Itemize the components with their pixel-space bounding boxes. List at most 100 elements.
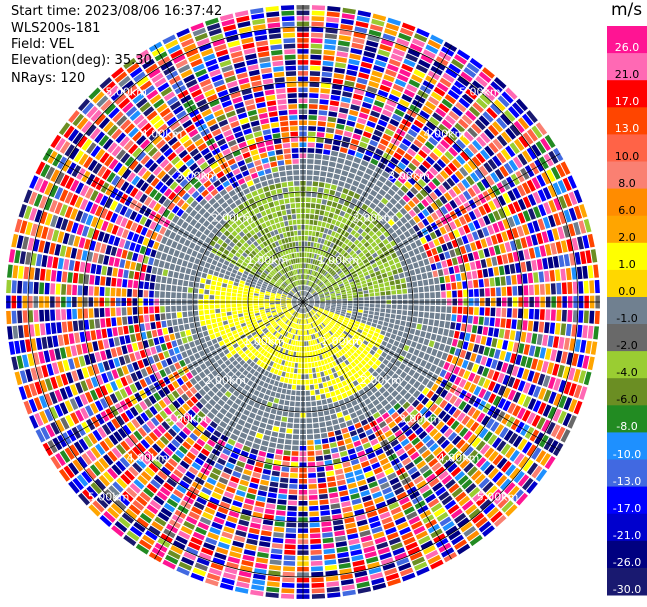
velocity-bin — [57, 334, 64, 347]
velocity-bin — [366, 207, 373, 214]
velocity-bin — [337, 157, 345, 164]
velocity-bin — [361, 495, 372, 503]
velocity-bin — [313, 307, 318, 310]
velocity-bin — [156, 491, 168, 501]
velocity-bin — [310, 395, 316, 401]
velocity-bin — [418, 149, 428, 159]
velocity-bin — [359, 141, 368, 149]
velocity-bin — [539, 347, 547, 359]
velocity-bin — [444, 275, 451, 283]
velocity-bin — [155, 313, 161, 321]
velocity-bin — [422, 489, 433, 499]
velocity-bin — [240, 450, 249, 458]
velocity-bin — [457, 290, 463, 298]
velocity-bin — [277, 438, 285, 444]
velocity-bin — [378, 189, 387, 197]
velocity-bin — [310, 533, 321, 539]
velocity-bin — [329, 492, 339, 499]
velocity-bin — [291, 384, 297, 390]
velocity-bin — [309, 304, 314, 307]
velocity-bin — [362, 154, 372, 162]
velocity-bin — [308, 473, 317, 478]
velocity-bin — [311, 270, 314, 276]
velocity-bin — [237, 297, 242, 301]
velocity-bin — [370, 386, 378, 394]
velocity-bin — [469, 534, 483, 547]
velocity-bin — [336, 370, 343, 377]
velocity-bin — [497, 208, 506, 219]
velocity-bin — [341, 427, 349, 434]
velocity-bin — [462, 281, 468, 289]
velocity-bin — [405, 541, 418, 551]
velocity-bin — [429, 152, 439, 162]
velocity-bin — [50, 283, 56, 295]
velocity-bin — [372, 399, 380, 406]
velocity-bin — [445, 479, 456, 489]
velocity-bin — [507, 203, 516, 215]
velocity-bin — [278, 382, 284, 388]
velocity-bin — [311, 582, 325, 588]
velocity-bin — [336, 295, 342, 298]
velocity-bin — [490, 81, 503, 93]
velocity-bin — [533, 272, 539, 283]
velocity-bin — [356, 15, 370, 23]
velocity-bin — [467, 406, 477, 417]
velocity-bin — [403, 252, 410, 260]
velocity-bin — [314, 439, 322, 445]
velocity-bin — [176, 484, 187, 494]
velocity-bin — [308, 275, 311, 280]
velocity-bin — [160, 306, 165, 313]
velocity-bin — [336, 297, 342, 300]
velocity-bin — [480, 132, 491, 144]
velocity-bin — [235, 424, 243, 431]
velocity-bin — [394, 429, 403, 438]
velocity-bin — [155, 345, 162, 353]
velocity-bin — [400, 185, 409, 194]
velocity-bin — [473, 374, 481, 385]
velocity-bin — [322, 365, 327, 371]
velocity-bin — [383, 277, 389, 283]
velocity-bin — [532, 191, 542, 204]
velocity-bin — [309, 71, 321, 77]
velocity-bin — [374, 292, 380, 296]
velocity-bin — [369, 24, 384, 32]
velocity-bin — [506, 364, 514, 375]
velocity-bin — [439, 276, 445, 284]
velocity-bin — [318, 337, 322, 343]
velocity-bin — [235, 489, 246, 497]
velocity-bin — [453, 366, 461, 375]
velocity-bin — [340, 495, 350, 502]
velocity-bin — [262, 468, 271, 475]
velocity-bin — [418, 535, 431, 545]
velocity-bin — [582, 265, 588, 279]
velocity-bin — [316, 372, 321, 378]
velocity-bin — [347, 333, 353, 339]
velocity-bin — [309, 82, 320, 88]
velocity-bin — [458, 97, 471, 109]
velocity-bin — [304, 241, 308, 247]
velocity-bin — [268, 442, 277, 448]
velocity-bin — [366, 333, 373, 339]
velocity-bin — [303, 298, 308, 302]
velocity-bin — [321, 245, 326, 251]
velocity-bin — [252, 471, 261, 479]
velocity-bin — [315, 209, 320, 215]
velocity-bin — [336, 123, 345, 130]
velocity-bin — [339, 264, 345, 269]
velocity-bin — [310, 242, 314, 247]
velocity-bin — [465, 483, 477, 494]
velocity-bin — [386, 63, 399, 72]
velocity-bin — [344, 414, 351, 422]
velocity-bin — [425, 170, 435, 180]
velocity-bin — [387, 227, 395, 235]
velocity-bin — [358, 165, 367, 172]
velocity-bin — [106, 328, 113, 338]
velocity-bin — [453, 265, 460, 274]
velocity-bin — [396, 309, 402, 315]
velocity-bin — [435, 209, 444, 218]
velocity-bin — [450, 508, 463, 519]
velocity-bin — [353, 239, 360, 246]
velocity-bin — [239, 381, 246, 388]
velocity-bin — [296, 379, 301, 385]
velocity-bin — [284, 361, 289, 367]
